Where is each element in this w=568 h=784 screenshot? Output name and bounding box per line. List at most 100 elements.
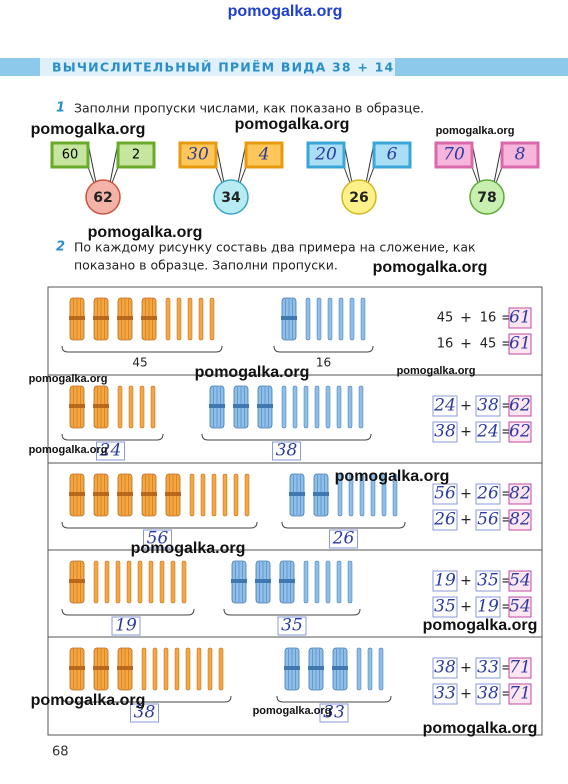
sum: 34 bbox=[221, 190, 241, 206]
sum: 62 bbox=[509, 396, 531, 416]
watermark: pomogalka.org bbox=[88, 224, 203, 241]
stick bbox=[150, 385, 156, 429]
task-text: По каждому рисунку составь два примера н… bbox=[74, 240, 476, 255]
equals-sign: = bbox=[501, 486, 513, 502]
task-number: 2 bbox=[56, 240, 65, 255]
stick bbox=[211, 473, 217, 517]
sum-circle bbox=[213, 179, 249, 215]
answer-box bbox=[432, 483, 458, 505]
sum-box bbox=[508, 421, 532, 443]
watermark: pomogalka.org bbox=[335, 468, 450, 485]
watermark: pomogalka.org bbox=[423, 720, 538, 737]
brace bbox=[61, 608, 195, 616]
addend: 38 bbox=[477, 396, 499, 416]
equals-sign: = bbox=[501, 686, 513, 702]
answer-box bbox=[475, 570, 501, 592]
brace bbox=[276, 695, 392, 703]
addend: 56 bbox=[434, 484, 456, 504]
answer-box bbox=[475, 596, 501, 618]
group-label: 26 bbox=[332, 529, 355, 549]
addend: 38 bbox=[434, 422, 456, 442]
stick bbox=[152, 647, 158, 691]
stick bbox=[159, 560, 165, 604]
stick bbox=[347, 560, 353, 604]
bundle-band bbox=[209, 404, 225, 408]
answer-box bbox=[475, 395, 501, 417]
bundle-band bbox=[69, 492, 85, 496]
header-accent bbox=[395, 58, 568, 76]
group-label: 45 bbox=[132, 356, 147, 370]
stick bbox=[305, 297, 311, 341]
stick bbox=[137, 560, 143, 604]
sum-box bbox=[508, 570, 532, 592]
bundle-band bbox=[233, 404, 249, 408]
watermark: pomogalka.org bbox=[195, 364, 310, 381]
stick bbox=[141, 647, 147, 691]
sum-box bbox=[508, 333, 532, 355]
answer-box bbox=[475, 683, 501, 705]
number-box bbox=[50, 141, 90, 169]
stick bbox=[196, 647, 202, 691]
plus-sign: + bbox=[460, 310, 472, 326]
sum-circle bbox=[85, 179, 121, 215]
addend: 16 bbox=[437, 337, 454, 352]
watermark: pomogalka.org bbox=[235, 116, 350, 133]
sum: 62 bbox=[509, 422, 531, 442]
bundle-band bbox=[117, 666, 133, 670]
plus-sign: + bbox=[460, 424, 472, 440]
sum-box bbox=[508, 596, 532, 618]
sum: 61 bbox=[509, 334, 531, 354]
stick bbox=[148, 560, 154, 604]
number-box bbox=[116, 141, 156, 169]
sum-box bbox=[508, 683, 532, 705]
watermark: pomogalka.org bbox=[228, 3, 343, 20]
brace bbox=[61, 433, 164, 441]
answer-box bbox=[432, 509, 458, 531]
watermark: pomogalka.org bbox=[31, 692, 146, 709]
sum-circle bbox=[469, 179, 505, 215]
connector bbox=[215, 166, 223, 184]
bundle-band bbox=[308, 666, 324, 670]
stick bbox=[314, 560, 320, 604]
answer-box bbox=[475, 421, 501, 443]
stick bbox=[337, 473, 343, 517]
bundle-band bbox=[279, 579, 295, 583]
brace bbox=[61, 521, 258, 529]
bundle-band bbox=[69, 404, 85, 408]
addend: 19 bbox=[477, 597, 499, 617]
connector bbox=[471, 166, 479, 184]
brace bbox=[61, 345, 223, 353]
stick bbox=[303, 385, 309, 429]
bundle-band bbox=[289, 492, 305, 496]
stick bbox=[218, 647, 224, 691]
equals-sign: = bbox=[501, 660, 513, 676]
stick bbox=[327, 297, 333, 341]
stick bbox=[117, 385, 123, 429]
stick bbox=[187, 297, 193, 341]
connector bbox=[343, 166, 351, 184]
bundle-band bbox=[255, 579, 271, 583]
stick bbox=[115, 560, 121, 604]
plus-sign: + bbox=[460, 398, 472, 414]
group-label: 38 bbox=[276, 441, 298, 461]
addend: 45 bbox=[480, 337, 497, 352]
stick bbox=[165, 297, 171, 341]
bundle-band bbox=[284, 666, 300, 670]
addend: 38 bbox=[434, 658, 456, 678]
connector bbox=[87, 166, 95, 184]
watermark: pomogalka.org bbox=[373, 259, 488, 276]
brace bbox=[273, 345, 374, 353]
plus-sign: + bbox=[460, 660, 472, 676]
addend: 6 bbox=[387, 145, 398, 165]
stick bbox=[181, 560, 187, 604]
number-box bbox=[178, 141, 218, 169]
stick bbox=[128, 385, 134, 429]
answer-box bbox=[111, 616, 141, 636]
answer-box bbox=[329, 529, 358, 549]
addend: 16 bbox=[480, 311, 497, 326]
stick bbox=[316, 297, 322, 341]
bundle-band bbox=[313, 492, 329, 496]
sum-box bbox=[508, 307, 532, 329]
number-box bbox=[500, 141, 540, 169]
